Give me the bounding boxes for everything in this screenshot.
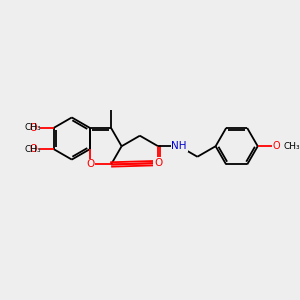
Text: O: O [273,141,280,151]
Text: O: O [30,123,38,133]
Text: CH₃: CH₃ [284,142,300,151]
Text: O: O [154,158,162,168]
Text: NH: NH [171,141,187,151]
Text: O: O [30,144,38,154]
Text: CH₃: CH₃ [25,124,42,133]
Text: O: O [86,160,94,170]
Text: O: O [154,158,162,168]
Text: CH₃: CH₃ [25,145,42,154]
